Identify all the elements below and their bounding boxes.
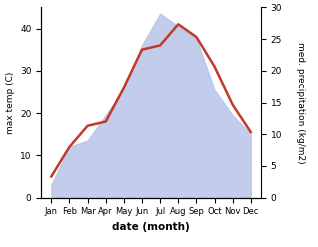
Y-axis label: med. precipitation (kg/m2): med. precipitation (kg/m2) <box>296 42 305 163</box>
X-axis label: date (month): date (month) <box>112 222 190 232</box>
Y-axis label: max temp (C): max temp (C) <box>5 71 15 134</box>
